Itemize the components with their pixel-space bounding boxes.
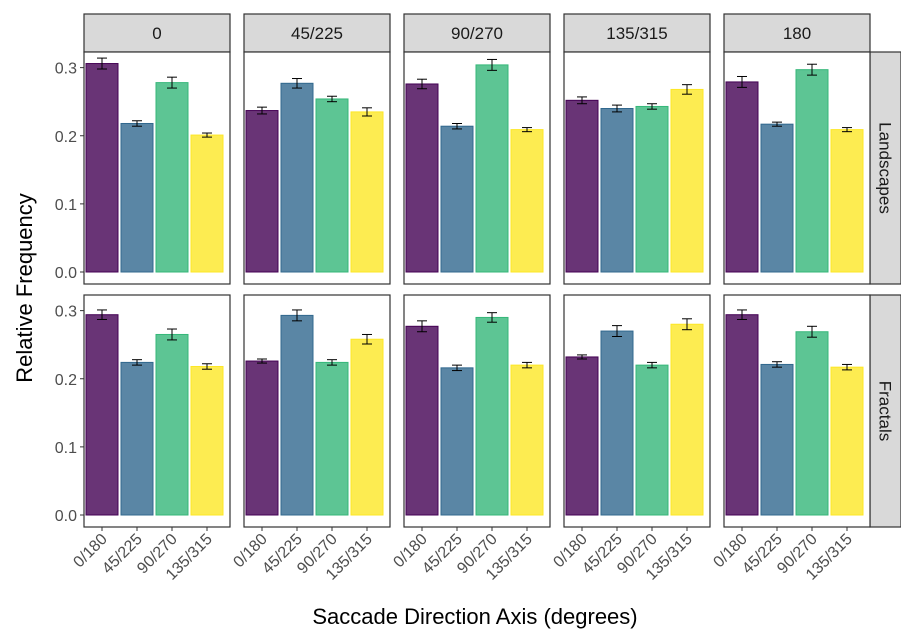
y-tick-label-0-3: 0.3 <box>55 61 77 78</box>
y-tick-label-0-2: 0.2 <box>55 129 77 146</box>
bar-9-0 <box>725 314 759 516</box>
bar-7-3 <box>510 364 544 516</box>
bar-5-1 <box>120 361 154 516</box>
bar-3-1 <box>600 108 634 273</box>
row-strip-label-0: Landscapes <box>876 122 895 214</box>
column-strip-label-0: 0 <box>152 24 161 43</box>
bar-6-3 <box>350 338 384 516</box>
bar-2-0 <box>405 83 439 273</box>
y-tick-label-1-1: 0.1 <box>55 440 77 457</box>
bar-0-3 <box>190 134 224 273</box>
column-strip-0 <box>83 13 231 53</box>
bar-1-3 <box>350 111 384 273</box>
y-tick-label-1-2: 0.2 <box>55 372 77 389</box>
bar-8-1 <box>600 330 634 516</box>
bar-4-0 <box>725 81 759 273</box>
bar-3-0 <box>565 99 599 273</box>
y-axis-title: Relative Frequency <box>12 193 37 383</box>
bar-1-2 <box>315 98 349 273</box>
bar-9-1 <box>760 363 794 516</box>
x-axis-title: Saccade Direction Axis (degrees) <box>312 604 637 629</box>
bar-0-1 <box>120 122 154 273</box>
column-strip-1 <box>243 13 391 53</box>
bar-6-2 <box>315 361 349 516</box>
bar-1-1 <box>280 82 314 273</box>
y-tick-label-0-0: 0.0 <box>55 265 77 282</box>
bar-3-2 <box>635 105 669 273</box>
bar-7-2 <box>475 316 509 516</box>
bar-2-2 <box>475 64 509 273</box>
bar-9-2 <box>795 331 829 516</box>
bar-2-1 <box>440 125 474 273</box>
bar-4-1 <box>760 123 794 273</box>
bar-8-3 <box>670 323 704 516</box>
y-tick-label-1-3: 0.3 <box>55 304 77 321</box>
bar-7-1 <box>440 367 474 516</box>
bar-5-2 <box>155 333 189 516</box>
column-strip-label-4: 180 <box>783 24 811 43</box>
bar-6-0 <box>245 360 279 516</box>
bar-9-3 <box>830 366 864 516</box>
y-tick-label-1-0: 0.0 <box>55 508 77 525</box>
column-strip-3 <box>563 13 711 53</box>
bar-4-3 <box>830 129 864 273</box>
y-tick-label-0-1: 0.1 <box>55 197 77 214</box>
bar-5-3 <box>190 365 224 516</box>
bar-0-0 <box>85 63 119 273</box>
bar-5-0 <box>85 314 119 516</box>
bar-4-2 <box>795 69 829 273</box>
column-strip-label-1: 45/225 <box>291 24 343 43</box>
column-strip-label-3: 135/315 <box>606 24 667 43</box>
row-strip-label-1: Fractals <box>876 381 895 441</box>
bar-7-0 <box>405 325 439 516</box>
bar-1-0 <box>245 110 279 273</box>
bar-0-2 <box>155 82 189 273</box>
bar-8-0 <box>565 356 599 516</box>
column-strip-2 <box>403 13 551 53</box>
bar-8-2 <box>635 364 669 516</box>
column-strip-label-2: 90/270 <box>451 24 503 43</box>
bar-3-3 <box>670 88 704 273</box>
bar-2-3 <box>510 129 544 273</box>
bar-6-1 <box>280 314 314 516</box>
